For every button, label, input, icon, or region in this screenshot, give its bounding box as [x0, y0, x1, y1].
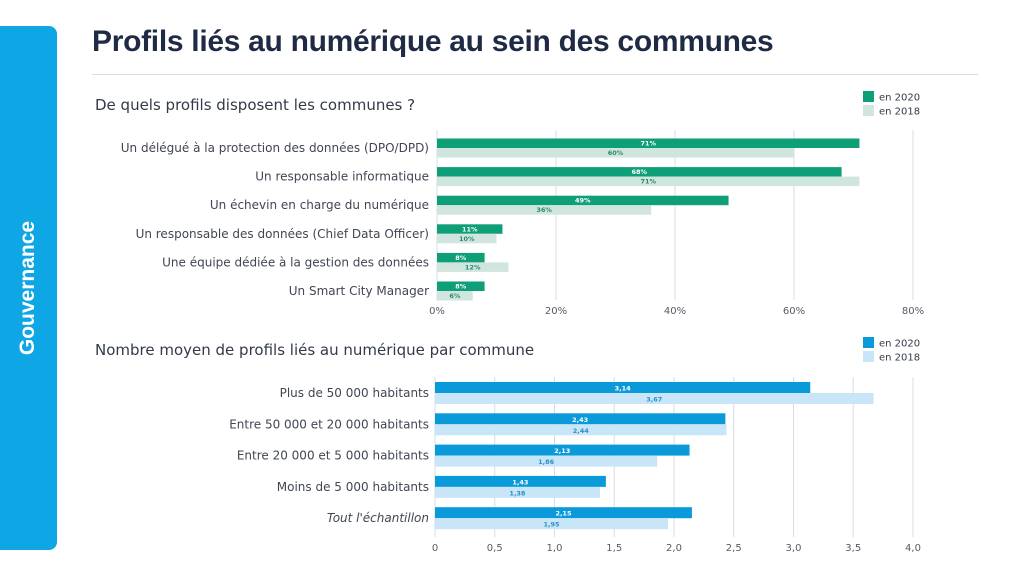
category-label: Une équipe dédiée à la gestion des donné…	[162, 255, 429, 269]
legend-label: en 2020	[879, 93, 920, 104]
bar-2020	[435, 413, 726, 425]
bar-2018	[437, 233, 497, 244]
data-label: 1,43	[512, 478, 528, 486]
bar-2018	[437, 176, 860, 187]
x-tick-label: 1,5	[606, 543, 622, 554]
bar-2020	[435, 475, 606, 487]
data-label: 2,44	[573, 427, 590, 435]
x-tick-label: 3,5	[845, 543, 861, 554]
x-tick-label: 0	[432, 543, 438, 554]
data-label: 3,67	[646, 396, 662, 404]
bar-2018	[437, 205, 652, 215]
bar-2018	[437, 148, 794, 158]
category-label: Un échevin en charge du numérique	[210, 198, 429, 212]
data-label: 11%	[462, 225, 478, 233]
category-label: Un responsable informatique	[255, 170, 429, 184]
legend-swatch	[863, 105, 874, 116]
x-tick-label: 3,0	[786, 543, 802, 554]
data-label: 8%	[455, 254, 467, 262]
data-label: 49%	[575, 197, 591, 205]
x-tick-label: 1,0	[547, 543, 563, 554]
bar-2020	[437, 138, 860, 148]
legend-swatch	[863, 91, 874, 102]
x-tick-label: 60%	[783, 306, 805, 317]
data-label: 10%	[459, 235, 475, 243]
category-label: Entre 50 000 et 20 000 habitants	[229, 417, 429, 431]
data-label: 2,43	[572, 416, 588, 424]
legend-swatch	[863, 351, 874, 362]
bar-2018	[437, 291, 473, 301]
bar-2018	[435, 486, 600, 498]
x-tick-label: 0%	[429, 306, 445, 317]
category-label: Un responsable des données (Chief Data O…	[136, 227, 429, 241]
data-label: 1,95	[543, 521, 560, 529]
chart-2-title: Nombre moyen de profils liés au numériqu…	[95, 341, 535, 359]
bar-2018	[435, 393, 874, 404]
chart-1-title: De quels profils disposent les communes …	[95, 96, 416, 114]
bar-2018	[435, 518, 669, 530]
x-tick-label: 80%	[902, 306, 924, 317]
bar-2020	[437, 281, 485, 291]
x-tick-label: 2,0	[666, 543, 682, 554]
legend-swatch	[863, 337, 874, 348]
data-label: 71%	[640, 178, 656, 186]
legend-label: en 2018	[879, 353, 920, 364]
bar-2018	[437, 262, 509, 272]
data-label: 8%	[455, 283, 467, 291]
x-tick-label: 2,5	[726, 543, 742, 554]
sidebar-tab	[0, 26, 57, 550]
data-label: 1,86	[538, 458, 555, 466]
legend-label: en 2018	[879, 107, 920, 118]
x-tick-label: 4,0	[905, 543, 921, 554]
data-label: 36%	[536, 206, 552, 214]
data-label: 2,13	[554, 447, 570, 455]
category-label: Moins de 5 000 habitants	[277, 480, 429, 494]
x-tick-label: 0,5	[487, 543, 503, 554]
bar-2020	[435, 444, 690, 456]
category-label: Un délégué à la protection des données (…	[121, 141, 429, 155]
data-label: 60%	[608, 149, 624, 157]
legend-label: en 2020	[879, 339, 920, 350]
bar-2018	[435, 424, 727, 436]
category-label: Un Smart City Manager	[289, 284, 429, 298]
data-label: 3,14	[615, 385, 632, 393]
data-label: 2,15	[555, 510, 572, 518]
category-label: Entre 20 000 et 5 000 habitants	[237, 449, 429, 463]
bar-2020	[435, 382, 811, 393]
data-label: 6%	[449, 292, 461, 300]
data-label: 68%	[632, 168, 648, 176]
category-label: Tout l'échantillon	[327, 511, 429, 525]
data-label: 71%	[640, 140, 656, 148]
bar-2020	[437, 195, 729, 206]
title-divider	[92, 74, 978, 75]
x-tick-label: 20%	[545, 306, 567, 317]
bar-2018	[435, 455, 658, 467]
bar-2020	[437, 167, 842, 177]
x-tick-label: 40%	[664, 306, 686, 317]
bar-2020	[435, 507, 692, 519]
data-label: 1,38	[509, 489, 526, 497]
bar-2020	[437, 252, 485, 263]
sidebar-label: Gouvernance	[16, 220, 39, 356]
data-label: 12%	[465, 263, 481, 271]
category-label: Plus de 50 000 habitants	[280, 386, 429, 400]
bar-2020	[437, 224, 503, 234]
page-title: Profils liés au numérique au sein des co…	[92, 25, 774, 58]
